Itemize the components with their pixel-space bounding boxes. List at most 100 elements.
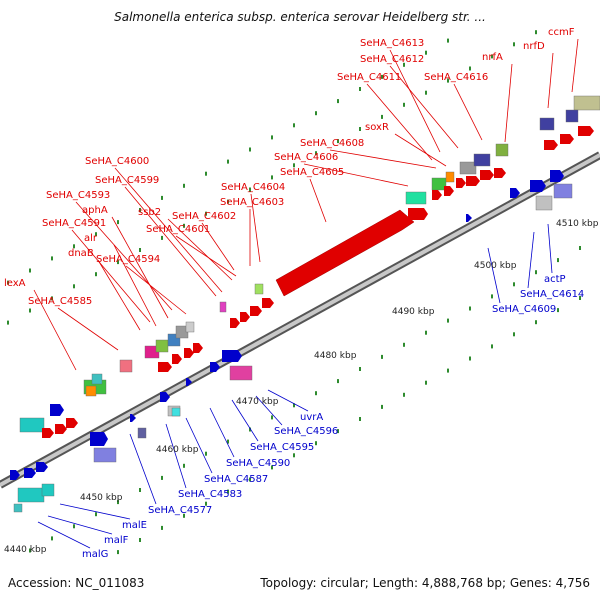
- gene-box: [565, 109, 579, 123]
- gene-arrow: [186, 378, 192, 386]
- gene-features: [10, 95, 600, 513]
- gene-label: SeHA_C4583: [178, 489, 242, 500]
- gene-box: [13, 503, 23, 513]
- gene-arrow: [160, 392, 170, 402]
- gene-arrow: [560, 134, 574, 144]
- gene-label: SeHA_C4577: [148, 505, 212, 516]
- gene-box: [155, 339, 169, 353]
- leader-line: [209, 407, 235, 458]
- scale-labels: 4440 kbp 4450 kbp 4460 kbp 4470 kbp 4480 kbp…: [4, 219, 599, 555]
- leader-line: [309, 178, 327, 223]
- gene-box: [171, 407, 181, 417]
- gene-label: SeHA_C4609: [492, 304, 556, 315]
- gene-box: [93, 447, 117, 463]
- tick-marks: [7, 30, 581, 555]
- gene-arrow: [42, 428, 54, 438]
- gene-arrow: [250, 306, 262, 316]
- gene-arrow: [432, 190, 442, 200]
- gene-label: SeHA_C4605: [280, 167, 344, 178]
- gene-arrow: [184, 348, 194, 358]
- gene-label: SeHA_C4613: [360, 38, 424, 49]
- gene-box: [19, 417, 45, 433]
- backbone: [0, 151, 600, 489]
- leader-line: [37, 521, 91, 549]
- leader-line: [114, 167, 223, 293]
- gene-label: SeHA_C4616: [424, 72, 488, 83]
- gene-label: SeHA_C4596: [274, 426, 338, 437]
- gene-label: SeHA_C4614: [520, 289, 584, 300]
- leader-line: [97, 259, 141, 331]
- gene-arrow: [210, 362, 220, 372]
- gene-label: SeHA_C4587: [204, 474, 268, 485]
- gene-label: SeHA_C4606: [274, 152, 338, 163]
- gene-box: [573, 95, 600, 111]
- gene-label: soxR: [365, 122, 389, 133]
- label-leader-lines: [33, 38, 579, 549]
- leader-line: [129, 433, 157, 505]
- leader-line: [255, 395, 283, 426]
- gene-arrow: [444, 186, 454, 196]
- gene-box: [85, 385, 97, 397]
- gene-label: SeHA_C4585: [28, 296, 92, 307]
- gene-label: ccmF: [548, 27, 575, 38]
- gene-arrow: [480, 170, 494, 180]
- scale-label: 4490 kbp: [392, 307, 435, 317]
- gene-label: alr: [84, 233, 98, 244]
- leader-line: [329, 149, 437, 169]
- gene-box: [553, 183, 573, 199]
- leader-line: [389, 49, 441, 153]
- gene-arrow: [408, 208, 428, 220]
- gene-box: [17, 487, 45, 503]
- leader-line: [167, 218, 233, 281]
- leader-line: [571, 38, 579, 93]
- leader-line: [389, 65, 459, 149]
- leader-line: [231, 399, 259, 442]
- gene-label: dnaB: [68, 248, 94, 259]
- scale-label: 4510 kbp: [556, 219, 599, 229]
- leader-line: [47, 515, 113, 535]
- gene-arrow: [130, 414, 136, 422]
- gene-label: SeHA_C4595: [250, 442, 314, 453]
- leader-line: [267, 389, 309, 412]
- scale-label: 4470 kbp: [236, 397, 279, 407]
- leader-line: [113, 244, 157, 327]
- scale-label: 4480 kbp: [314, 351, 357, 361]
- gene-arrow: [466, 176, 480, 186]
- gene-box: [91, 373, 103, 385]
- leader-line: [57, 307, 119, 351]
- leader-line: [165, 423, 187, 489]
- gene-arrow: [456, 178, 466, 188]
- gene-label: SeHA_C4593: [46, 190, 110, 201]
- gene-label: SeHA_C4603: [220, 197, 284, 208]
- gene-label: SeHA_C4612: [360, 54, 424, 65]
- gene-arrow: [36, 462, 48, 472]
- gene-arrow: [530, 180, 546, 192]
- leader-line: [124, 186, 217, 297]
- gene-box: [495, 143, 509, 157]
- gene-arrow: [172, 354, 182, 364]
- leader-line: [250, 193, 261, 263]
- gene-label: malF: [104, 535, 129, 546]
- scale-label: 4440 kbp: [4, 545, 47, 555]
- scale-label: 4460 kbp: [156, 445, 199, 455]
- leader-line: [527, 231, 535, 289]
- gene-label: SeHA_C4590: [226, 458, 290, 469]
- gene-box: [459, 161, 477, 175]
- gene-label: lexA: [4, 278, 26, 289]
- gene-box: [535, 195, 553, 211]
- gene-box: [41, 483, 55, 497]
- gene-arrow: [494, 168, 506, 178]
- gene-arrow: [222, 350, 242, 362]
- leader-line: [453, 83, 483, 141]
- gene-label: ssb2: [138, 207, 161, 218]
- gene-box: [185, 321, 195, 333]
- leader-line: [125, 265, 187, 315]
- gene-label: SeHA_C4594: [96, 254, 160, 265]
- gene-box: [539, 117, 555, 131]
- leader-line: [59, 503, 131, 520]
- gene-label: SeHA_C4591: [42, 218, 106, 229]
- gene-arrow: [55, 424, 67, 434]
- leader-line: [487, 247, 501, 304]
- gene-label: SeHA_C4602: [172, 211, 236, 222]
